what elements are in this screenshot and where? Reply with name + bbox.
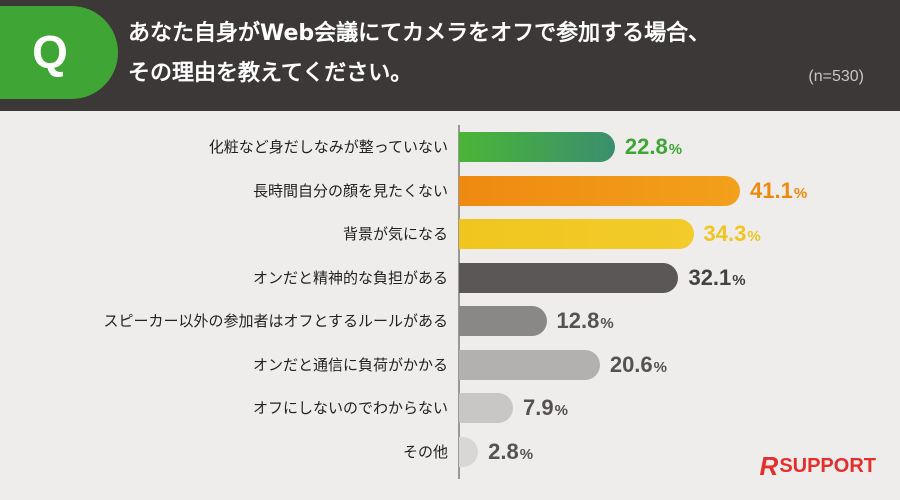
chart-row: 長時間自分の顔を見たくない 41.1% [0, 175, 900, 210]
chart-row: オンだと精神的な負担がある 32.1% [0, 262, 900, 297]
value-number: 12.8 [556, 308, 600, 333]
question-title-line-2: その理由を教えてください。 [128, 61, 413, 86]
value-unit: % [732, 271, 746, 289]
question-letter: Q [32, 26, 68, 78]
chart-row: オンだと通信に負荷がかかる 20.6% [0, 349, 900, 384]
category-label: 長時間自分の顔を見たくない [252, 181, 448, 200]
value-unit: % [793, 184, 808, 202]
logo-mark: R [759, 450, 779, 481]
rsupport-logo: R SUPPORT [759, 450, 876, 481]
value-label: 32.1% [688, 263, 745, 293]
category-label: スピーカー以外の参加者はオフとするルールがある [103, 312, 448, 330]
value-label: 34.3% [704, 219, 761, 249]
bar [459, 306, 547, 336]
value-label: 20.6% [610, 350, 667, 380]
value-number: 41.1 [750, 177, 793, 203]
value-label: 2.8% [488, 437, 533, 467]
chart-row: スピーカー以外の参加者はオフとするルールがある 12.8% [0, 306, 900, 340]
value-label: 7.9% [523, 393, 568, 423]
chart-row: 化粧など身だしなみが整っていない 22.8% [0, 132, 900, 166]
category-label: その他 [402, 442, 448, 461]
value-unit: % [653, 358, 667, 376]
bar [459, 436, 479, 467]
chart-row: オフにしないのでわからない 7.9% [0, 393, 900, 427]
value-unit: % [600, 315, 614, 332]
logo-text: SUPPORT [779, 454, 876, 477]
value-number: 7.9 [523, 395, 554, 420]
bar [459, 262, 679, 293]
question-title: あなた自身がWeb会議にてカメラをオフで参加する場合、 その理由を教えてください… [128, 14, 710, 94]
bar [459, 393, 513, 423]
category-label: オフにしないのでわからない [252, 399, 448, 417]
value-number: 32.1 [688, 264, 732, 290]
value-label: 41.1% [750, 176, 807, 206]
question-badge: Q [0, 6, 118, 99]
value-number: 2.8 [488, 438, 519, 464]
category-label: 化粧など身だしなみが整っていない [208, 138, 448, 156]
value-number: 20.6 [609, 351, 653, 377]
value-label: 22.8% [625, 132, 682, 162]
axis-line [458, 125, 460, 479]
bar [459, 219, 694, 249]
category-label: オンだと精神的な負担がある [252, 268, 448, 287]
value-unit: % [668, 141, 683, 158]
bar [459, 132, 615, 162]
chart-row: 背景が気になる 34.3% [0, 219, 900, 253]
value-unit: % [554, 402, 568, 419]
question-title-line-1: あなた自身がWeb会議にてカメラをオフで参加する場合、 [128, 21, 711, 46]
value-number: 34.3 [703, 221, 747, 246]
value-label: 12.8% [557, 306, 614, 336]
bar [459, 175, 740, 206]
category-label: 背景が気になる [342, 225, 448, 243]
value-number: 22.8 [624, 134, 668, 159]
bar-chart: 化粧など身だしなみが整っていない 22.8% 長時間自分の顔を見たくない 41.1% 背… [0, 111, 900, 500]
value-unit: % [519, 445, 534, 463]
bar [459, 349, 600, 380]
sample-size: (n=530) [808, 68, 864, 85]
chart-row: その他 2.8% [0, 436, 900, 471]
value-unit: % [747, 228, 761, 245]
question-header: Q あなた自身がWeb会議にてカメラをオフで参加する場合、 その理由を教えてくだ… [0, 0, 900, 111]
category-label: オンだと通信に負荷がかかる [252, 355, 448, 374]
